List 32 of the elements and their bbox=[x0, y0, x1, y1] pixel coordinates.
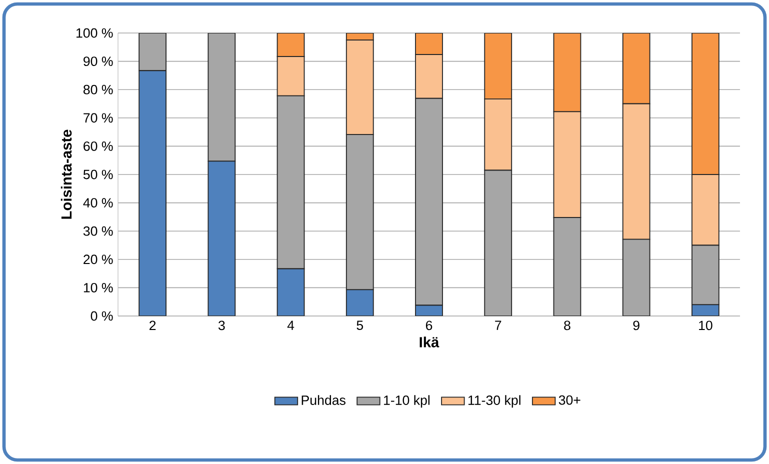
x-tick-label: 2 bbox=[150, 320, 156, 330]
x-tick-label: 7 bbox=[495, 320, 502, 330]
x-tick-label: 3 bbox=[218, 320, 225, 330]
x-tick-label: 8 bbox=[564, 320, 570, 330]
x-tick-label: 10 bbox=[699, 320, 712, 330]
bar bbox=[622, 32, 650, 104]
legend-label: 1-10 kpl bbox=[384, 395, 430, 408]
legend-label: Puhdas bbox=[302, 395, 346, 405]
y-tick-label: 40 % bbox=[83, 198, 113, 208]
y-tick-label: 100 % bbox=[76, 28, 113, 38]
y-tick-label: 70 % bbox=[84, 113, 113, 123]
y-axis-title: Loisinta-aste bbox=[60, 130, 72, 219]
y-tick-label: 50 % bbox=[83, 170, 113, 180]
bar bbox=[553, 32, 582, 112]
y-tick-label: 20 % bbox=[84, 254, 113, 264]
y-tick-label: 80 % bbox=[83, 84, 113, 94]
y-tick-label: 90 % bbox=[84, 56, 113, 66]
x-tick-label: 6 bbox=[426, 320, 432, 330]
x-tick-label: 4 bbox=[287, 320, 294, 330]
y-tick-label: 10 % bbox=[84, 282, 113, 292]
bar bbox=[276, 32, 305, 57]
y-tick-label: 60 % bbox=[84, 141, 113, 151]
bar bbox=[691, 32, 720, 175]
x-axis-title: Ikä bbox=[420, 336, 440, 348]
legend-label: 30+ bbox=[558, 395, 580, 405]
x-tick-label: 9 bbox=[633, 320, 640, 330]
bar bbox=[415, 32, 443, 55]
legend-label: 11-30 kpl bbox=[468, 395, 520, 408]
y-tick-label: 0 % bbox=[90, 311, 113, 321]
x-tick-label: 5 bbox=[356, 320, 364, 330]
y-tick-label: 30 % bbox=[83, 226, 113, 236]
bar bbox=[484, 32, 512, 100]
